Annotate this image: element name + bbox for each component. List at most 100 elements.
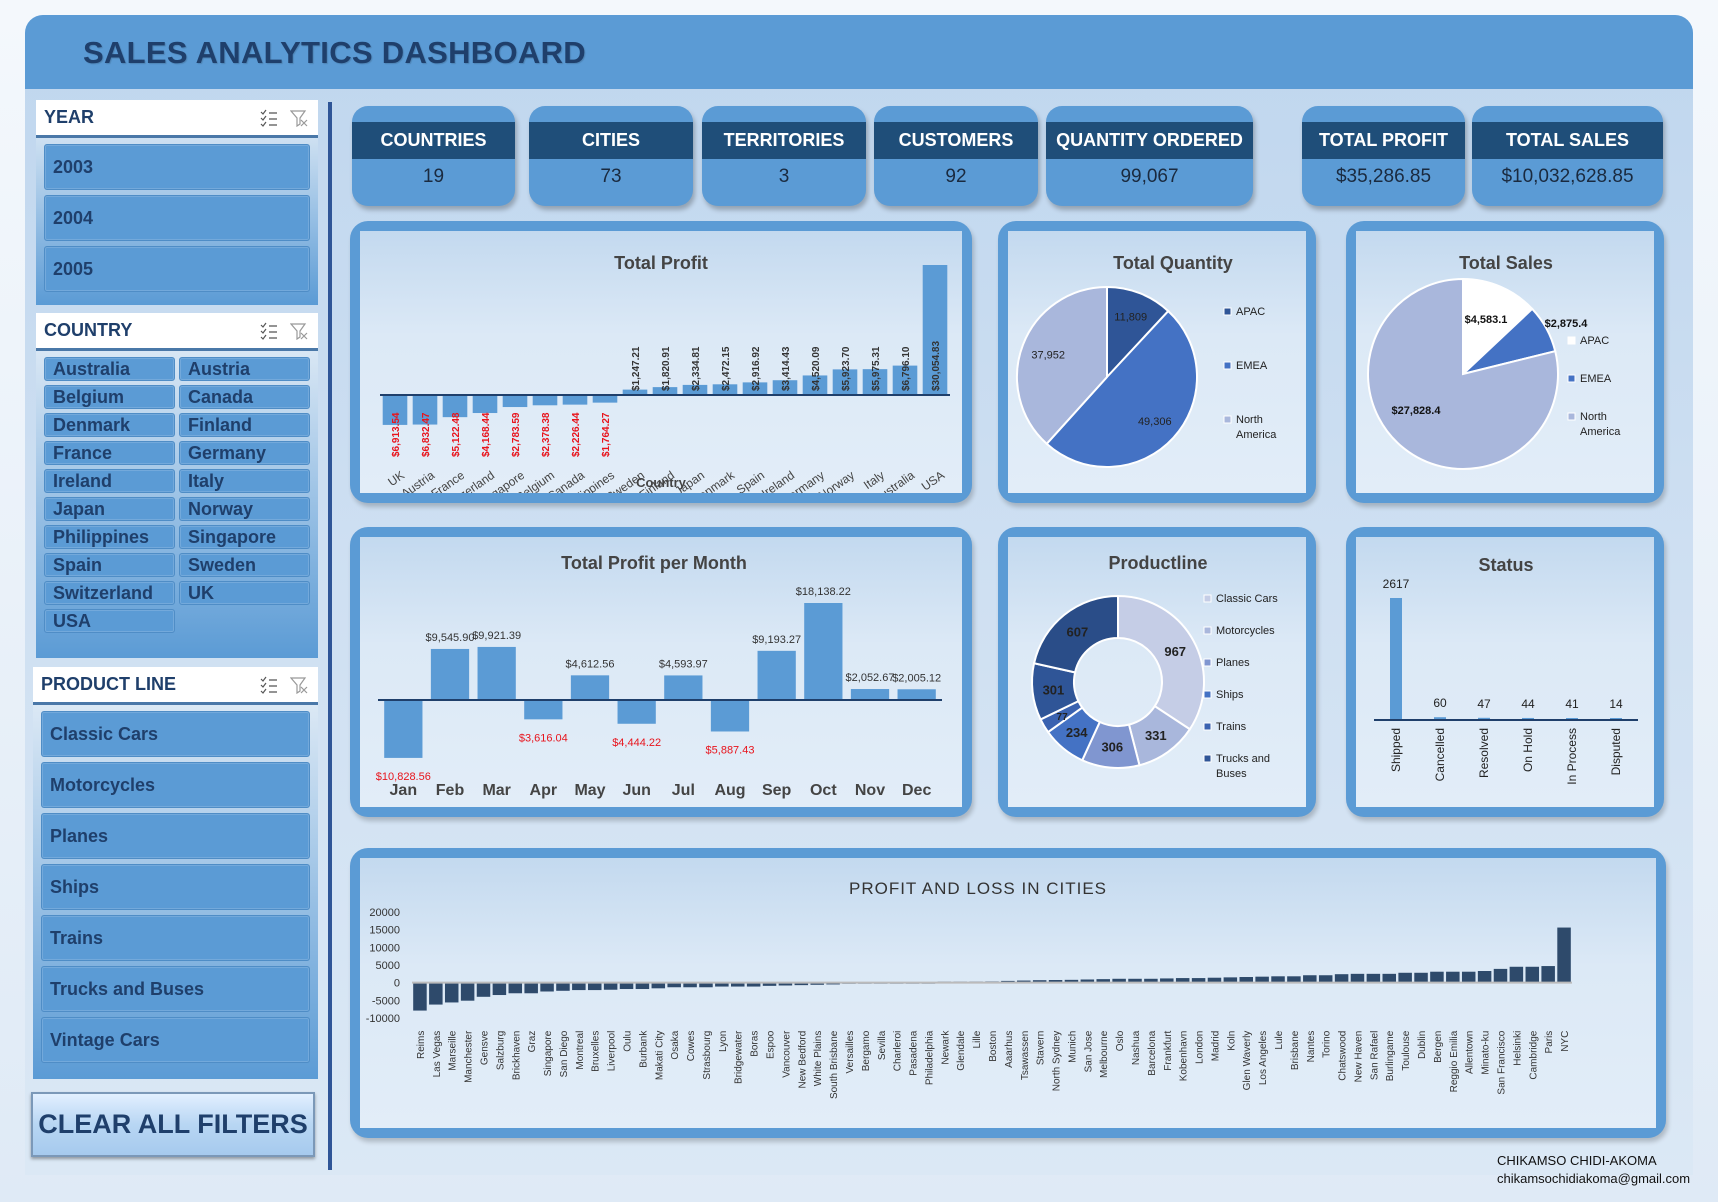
clear-filter-icon[interactable] — [289, 109, 308, 127]
bar — [1032, 980, 1047, 983]
kpi-label: TERRITORIES — [702, 122, 866, 159]
tick-label: Philadelphia — [924, 1030, 935, 1085]
country-item-uk[interactable]: UK — [179, 581, 310, 605]
tick-label: Makati City — [654, 1031, 665, 1080]
product-line-item-planes[interactable]: Planes — [41, 813, 310, 859]
tick-label: Graz — [527, 1031, 538, 1053]
bar — [635, 982, 650, 990]
country-item-australia[interactable]: Australia — [44, 357, 175, 381]
country-item-germany[interactable]: Germany — [179, 441, 310, 465]
data-label: 60 — [1433, 696, 1447, 710]
y-tick-label: 20000 — [369, 907, 400, 919]
data-label: $10,828.56 — [376, 771, 431, 783]
data-label: 967 — [1164, 644, 1186, 659]
bar — [1414, 972, 1428, 983]
country-item-belgium[interactable]: Belgium — [44, 385, 175, 409]
product-line-item-motorcycles[interactable]: Motorcycles — [41, 762, 310, 808]
data-label: $2,875.4 — [1545, 318, 1589, 330]
country-item-italy[interactable]: Italy — [179, 469, 310, 493]
country-item-ireland[interactable]: Ireland — [44, 469, 175, 493]
bar — [1430, 971, 1444, 983]
bar — [757, 650, 796, 700]
multi-select-icon[interactable] — [260, 109, 278, 127]
kpi-label: TOTAL PROFIT — [1302, 122, 1465, 159]
product-line-item-trains[interactable]: Trains — [41, 915, 310, 961]
bar — [1366, 973, 1381, 983]
bar — [1160, 978, 1174, 983]
tick-label: Liverpool — [607, 1031, 618, 1072]
bar — [1191, 978, 1206, 983]
tick-label: Singapore — [543, 1030, 554, 1076]
data-label: $3,616.04 — [519, 732, 568, 744]
clear-all-filters-button[interactable]: CLEAR ALL FILTERS — [31, 1092, 315, 1157]
country-item-denmark[interactable]: Denmark — [44, 413, 175, 437]
country-item-sweden[interactable]: Sweden — [179, 553, 310, 577]
tick-label: Dublin — [1417, 1031, 1428, 1059]
data-label: 49,306 — [1138, 416, 1172, 428]
bar — [1128, 978, 1142, 983]
bar — [651, 982, 666, 989]
tick-label: Nantes — [1306, 1031, 1317, 1063]
country-item-france[interactable]: France — [44, 441, 175, 465]
tick-label: Reims — [416, 1031, 427, 1059]
bar — [850, 689, 890, 700]
tick-label: New Haven — [1353, 1031, 1364, 1083]
tick-label: Marseille — [448, 1030, 459, 1070]
legend-label: Buses — [1216, 768, 1247, 780]
pie-slice-north-america — [1367, 277, 1559, 470]
kpi-card-total-profit: TOTAL PROFIT $35,286.85 — [1302, 106, 1465, 206]
tick-label: Salzburg — [495, 1031, 506, 1070]
chart-title: Total Profit per Month — [561, 553, 747, 573]
country-item-philippines[interactable]: Philippines — [44, 525, 175, 549]
multi-select-icon[interactable] — [260, 676, 278, 694]
kpi-card-cities: CITIES 73 — [529, 106, 693, 206]
product-line-item-trucks-and-buses[interactable]: Trucks and Buses — [41, 966, 310, 1012]
product-line-item-classic-cars[interactable]: Classic Cars — [41, 711, 310, 757]
country-item-usa[interactable]: USA — [44, 609, 175, 633]
country-item-singapore[interactable]: Singapore — [179, 525, 310, 549]
legend-label: Classic Cars — [1216, 593, 1278, 605]
bar — [1096, 979, 1110, 983]
bar — [532, 395, 558, 406]
clear-filter-icon[interactable] — [289, 676, 308, 694]
kpi-card-quantity-ordered: QUANTITY ORDERED 99,067 — [1046, 106, 1253, 206]
multi-select-icon[interactable] — [260, 322, 278, 340]
bar — [1541, 966, 1555, 983]
year-item-2005[interactable]: 2005 — [44, 246, 310, 292]
bar — [652, 387, 678, 395]
bar — [562, 395, 588, 405]
tick-label: Lule — [1274, 1030, 1285, 1049]
product-line-item-vintage-cars[interactable]: Vintage Cars — [41, 1017, 310, 1063]
bar — [1390, 598, 1402, 720]
tick-label: Versailles — [845, 1031, 856, 1074]
country-item-switzerland[interactable]: Switzerland — [44, 581, 175, 605]
data-label: $1,764.27 — [601, 412, 612, 457]
country-item-spain[interactable]: Spain — [44, 553, 175, 577]
clear-filter-icon[interactable] — [289, 322, 308, 340]
kpi-value: 92 — [945, 166, 967, 187]
tick-label: Aug — [714, 782, 745, 799]
product-line-item-ships[interactable]: Ships — [41, 864, 310, 910]
tick-label: Jul — [672, 782, 695, 799]
country-item-austria[interactable]: Austria — [179, 357, 310, 381]
y-tick-label: -5000 — [372, 995, 400, 1007]
country-item-finland[interactable]: Finland — [179, 413, 310, 437]
bar — [572, 982, 586, 991]
data-label: $18,138.22 — [796, 586, 851, 598]
data-label: 301 — [1043, 682, 1065, 697]
pie-slice-apac — [1462, 277, 1534, 377]
status-chart: Status 2617 Shipped 60 Cancelled 47 Resolved 44… — [1374, 555, 1638, 785]
data-label: 41 — [1565, 697, 1579, 711]
tick-label: Aaarhus — [1004, 1031, 1015, 1068]
tick-label: Tsawassen — [1020, 1031, 1031, 1080]
tick-label: Kobenhavn — [1179, 1031, 1190, 1082]
country-item-canada[interactable]: Canada — [179, 385, 310, 409]
year-item-2004[interactable]: 2004 — [44, 195, 310, 241]
year-item-2003[interactable]: 2003 — [44, 144, 310, 190]
country-item-norway[interactable]: Norway — [179, 497, 310, 521]
country-item-japan[interactable]: Japan — [44, 497, 175, 521]
total-profit-chart: Total Profit$6,913.54UK$6,832.47Austria$… — [380, 253, 950, 493]
bar — [762, 982, 777, 986]
y-tick-label: 5000 — [376, 960, 400, 972]
data-label: 44 — [1521, 697, 1535, 711]
